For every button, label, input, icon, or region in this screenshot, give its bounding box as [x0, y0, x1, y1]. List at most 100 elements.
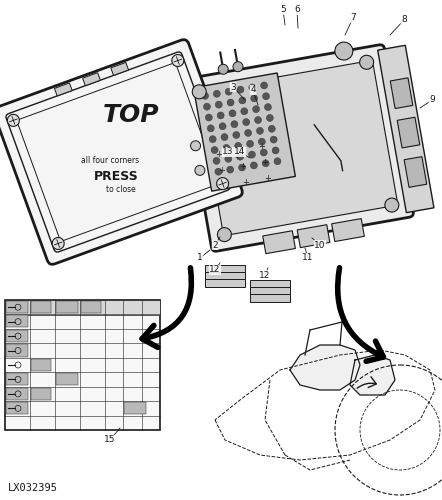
Bar — [6, 301, 28, 313]
Text: 11: 11 — [302, 254, 314, 262]
Bar — [56, 373, 78, 385]
Circle shape — [229, 110, 236, 117]
Text: +: + — [261, 158, 268, 167]
Circle shape — [8, 114, 19, 126]
Text: 12: 12 — [210, 266, 221, 274]
Bar — [124, 402, 146, 414]
FancyBboxPatch shape — [17, 63, 219, 241]
Circle shape — [251, 95, 258, 102]
Text: 7: 7 — [350, 14, 356, 22]
Circle shape — [209, 136, 216, 142]
Bar — [81, 301, 101, 313]
Circle shape — [274, 158, 281, 165]
Bar — [83, 72, 100, 86]
Bar — [6, 344, 28, 357]
Text: LX032395: LX032395 — [8, 483, 58, 493]
Circle shape — [227, 99, 234, 106]
Circle shape — [241, 108, 248, 115]
Bar — [5, 300, 160, 315]
Bar — [6, 330, 28, 342]
Circle shape — [231, 120, 238, 128]
Text: +: + — [258, 142, 265, 152]
Circle shape — [215, 168, 222, 175]
Circle shape — [211, 146, 218, 154]
Bar — [263, 230, 295, 254]
Circle shape — [227, 166, 234, 173]
Bar — [56, 301, 78, 313]
Text: 5: 5 — [280, 6, 286, 15]
Circle shape — [259, 138, 265, 145]
Circle shape — [219, 123, 226, 130]
Text: 9: 9 — [429, 96, 435, 104]
Text: 10: 10 — [314, 240, 326, 250]
Polygon shape — [290, 345, 360, 390]
Bar — [205, 279, 245, 287]
Text: 13: 13 — [222, 148, 234, 156]
Circle shape — [202, 92, 209, 100]
Circle shape — [223, 144, 230, 152]
Circle shape — [360, 56, 373, 70]
Circle shape — [264, 104, 271, 110]
Text: 4: 4 — [250, 86, 256, 94]
Circle shape — [195, 166, 205, 175]
Bar — [6, 388, 28, 400]
Text: to close: to close — [106, 184, 136, 194]
Circle shape — [52, 238, 64, 250]
Circle shape — [192, 85, 206, 99]
Circle shape — [206, 114, 212, 121]
Circle shape — [263, 93, 270, 100]
Circle shape — [233, 132, 240, 138]
Bar — [31, 388, 51, 400]
Circle shape — [253, 106, 259, 112]
Circle shape — [272, 147, 279, 154]
FancyBboxPatch shape — [0, 40, 242, 264]
Text: TOP: TOP — [103, 104, 160, 128]
Circle shape — [172, 54, 184, 66]
Circle shape — [221, 134, 228, 140]
Text: +: + — [240, 162, 246, 171]
Bar — [194, 73, 295, 191]
Text: +: + — [236, 146, 244, 155]
Text: all four corners: all four corners — [81, 156, 139, 164]
Circle shape — [225, 88, 232, 95]
Bar — [378, 46, 434, 212]
Circle shape — [262, 160, 269, 167]
Circle shape — [256, 128, 263, 134]
Circle shape — [260, 149, 267, 156]
Circle shape — [237, 86, 244, 93]
Circle shape — [270, 136, 277, 143]
Text: 2: 2 — [212, 240, 218, 250]
Circle shape — [233, 62, 243, 72]
FancyBboxPatch shape — [198, 60, 397, 236]
Text: +: + — [221, 182, 227, 190]
FancyArrowPatch shape — [357, 377, 376, 388]
Circle shape — [218, 64, 228, 74]
Text: 8: 8 — [401, 16, 407, 24]
Circle shape — [235, 142, 242, 150]
Circle shape — [243, 118, 250, 126]
Text: 1: 1 — [197, 254, 203, 262]
Text: 15: 15 — [104, 436, 116, 444]
Circle shape — [213, 90, 221, 98]
Bar — [111, 62, 129, 76]
Bar — [332, 218, 364, 242]
Circle shape — [249, 84, 256, 91]
Bar — [205, 272, 245, 280]
Circle shape — [207, 125, 214, 132]
Circle shape — [225, 156, 232, 162]
Text: +: + — [264, 174, 271, 183]
Circle shape — [244, 130, 251, 136]
Text: +: + — [215, 150, 222, 159]
Bar — [205, 265, 245, 273]
Bar — [5, 300, 160, 430]
Circle shape — [217, 178, 229, 190]
Circle shape — [335, 42, 353, 60]
Bar — [31, 301, 51, 313]
Bar — [250, 294, 290, 302]
Bar — [6, 402, 28, 414]
Circle shape — [213, 158, 220, 164]
Circle shape — [236, 153, 244, 160]
Circle shape — [191, 141, 201, 151]
Circle shape — [385, 198, 399, 212]
Bar — [404, 156, 427, 188]
